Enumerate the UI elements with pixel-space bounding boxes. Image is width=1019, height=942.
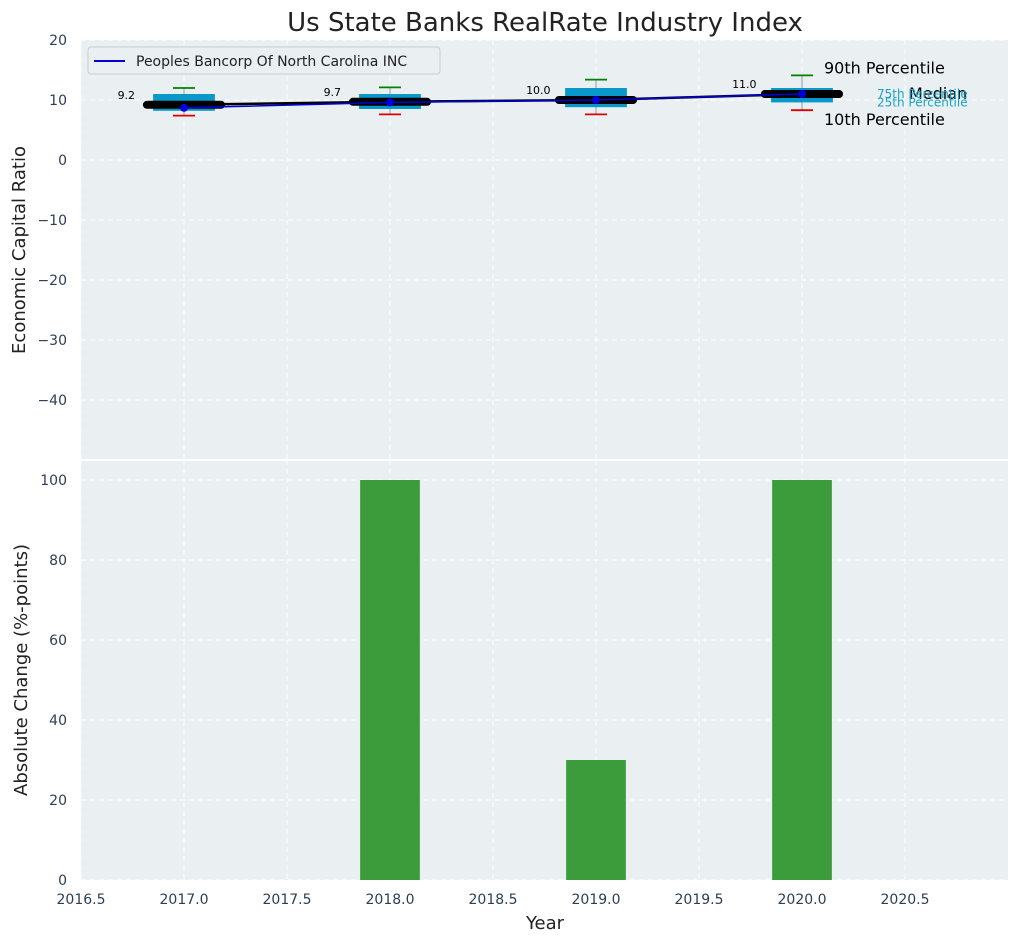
company-point: [798, 90, 806, 98]
top-y-tick-label: 0: [58, 153, 67, 169]
bottom-y-tick-label: 60: [49, 633, 67, 649]
chart-title: Us State Banks RealRate Industry Index: [287, 8, 803, 38]
x-tick-label: 2018.0: [366, 892, 415, 908]
company-point: [386, 98, 394, 107]
bottom-y-tick-label: 100: [40, 473, 67, 489]
p25-annotation: 25th Percentile: [877, 95, 968, 109]
company-point: [592, 96, 600, 104]
x-tick-label: 2020.5: [881, 892, 930, 908]
top-y-tick-label: −10: [37, 213, 67, 229]
x-tick-label: 2017.0: [160, 892, 209, 908]
top-y-tick-label: −40: [37, 393, 67, 409]
bottom-y-tick-label: 40: [49, 713, 67, 729]
top-y-axis-label: Economic Capital Ratio: [9, 146, 30, 354]
p90-annotation: 90th Percentile: [824, 58, 945, 77]
change-bar: [566, 760, 626, 880]
change-bar: [772, 480, 832, 880]
median-value-label: 9.7: [324, 86, 342, 99]
x-tick-label: 2017.5: [263, 892, 312, 908]
top-panel-background: [81, 40, 1008, 460]
x-axis-label: Year: [525, 913, 565, 934]
bottom-y-tick-label: 0: [58, 873, 67, 889]
bottom-panel-background: [81, 460, 1008, 880]
legend-label: Peoples Bancorp Of North Carolina INC: [136, 54, 407, 70]
bottom-y-tick-label: 20: [49, 793, 67, 809]
x-tick-label: 2019.0: [572, 892, 621, 908]
top-y-tick-label: 20: [49, 33, 67, 49]
top-y-tick-label: −30: [37, 333, 67, 349]
p10-annotation: 10th Percentile: [824, 110, 945, 129]
top-y-tick-label: −20: [37, 273, 67, 289]
legend: Peoples Bancorp Of North Carolina INC: [87, 46, 441, 75]
median-value-label: 11.0: [732, 78, 757, 91]
top-y-tick-label: 10: [49, 93, 67, 109]
company-line: [183, 93, 803, 109]
bottom-y-tick-label: 80: [49, 553, 67, 569]
x-tick-label: 2020.0: [778, 892, 827, 908]
company-point: [180, 103, 188, 112]
top-panel: 20 10 0 −10 −20 −30 −40 9.2 9.7 10.0 11.0 90th Per…: [9, 33, 1008, 460]
x-tick-label: 2019.5: [675, 892, 724, 908]
change-bar: [360, 480, 420, 880]
legend-box: [87, 46, 441, 75]
median-annotation: Median: [909, 84, 967, 103]
x-tick-label: 2018.5: [469, 892, 518, 908]
p75-annotation: 75th Percentile: [877, 87, 968, 101]
bottom-y-axis-label: Absolute Change (%-points): [11, 544, 32, 796]
bottom-panel: 100 80 60 40 20 0 Absolute Change (%-points): [11, 460, 1008, 889]
median-value-label: 10.0: [526, 84, 551, 97]
x-tick-label: 2016.5: [57, 892, 106, 908]
median-value-label: 9.2: [118, 89, 136, 102]
